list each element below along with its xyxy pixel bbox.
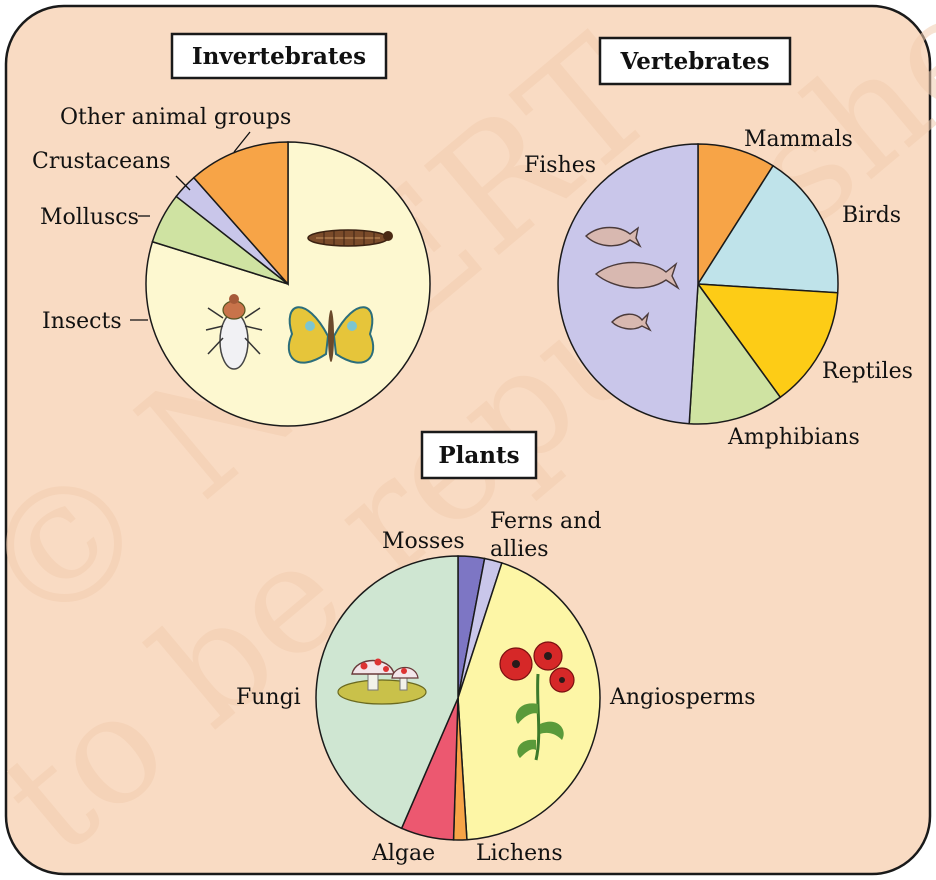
invertebrates-title-box: Invertebrates	[170, 32, 388, 80]
invertebrates-pie	[145, 141, 431, 427]
mushroom-icon	[337, 658, 427, 705]
butterfly-icon	[287, 306, 375, 364]
caterpillar-icon	[307, 229, 393, 247]
vertebrates-pie	[557, 143, 839, 425]
vertebrates-title: Vertebrates	[619, 48, 769, 75]
plants-title: Plants	[438, 442, 519, 469]
label-mosses: Mosses	[382, 529, 465, 554]
label-lichens: Lichens	[476, 841, 563, 866]
label-ferns-and-allies-line1: Ferns and	[490, 509, 601, 534]
label-fungi: Fungi	[236, 685, 301, 710]
pie-slice-reptiles	[696, 283, 839, 399]
invertebrates-title: Invertebrates	[192, 43, 366, 70]
pie-slice-mammals	[697, 143, 775, 287]
plants-labels: Mosses Ferns and allies Angiosperms Lich…	[236, 509, 755, 866]
fly-icon	[205, 294, 263, 370]
label-ferns-and-allies-line2: allies	[490, 537, 549, 562]
leader-crustaceans	[175, 175, 191, 191]
fish-icon	[584, 226, 642, 248]
fish-icon	[611, 311, 652, 332]
label-birds: Birds	[842, 203, 901, 228]
pie-slice-amphibians	[688, 281, 782, 425]
label-insects: Insects	[42, 309, 122, 334]
label-molluscs: Molluscs	[40, 205, 139, 230]
label-angiosperms: Angiosperms	[609, 685, 755, 710]
fish-icon	[594, 261, 680, 291]
vertebrates-labels: Mammals Birds Reptiles Amphibians Fishes	[524, 127, 913, 450]
label-amphibians: Amphibians	[727, 425, 860, 450]
invertebrates-labels: Other animal groups Crustaceans Molluscs…	[32, 105, 291, 334]
plants-title-box: Plants	[420, 430, 538, 480]
vertebrates-title-box: Vertebrates	[598, 36, 792, 86]
label-crustaceans: Crustaceans	[32, 149, 171, 174]
pie-slice-other-animal-groups	[192, 141, 289, 286]
leader-other-animal-groups	[233, 131, 251, 153]
label-fishes: Fishes	[524, 153, 596, 178]
label-algae: Algae	[371, 841, 435, 866]
label-other-animal-groups: Other animal groups	[60, 105, 291, 130]
flower-icon	[499, 641, 575, 761]
label-mammals: Mammals	[744, 127, 853, 152]
pie-slice-angiosperms	[457, 562, 601, 841]
pie-slice-birds	[696, 164, 839, 294]
label-reptiles: Reptiles	[822, 359, 913, 384]
